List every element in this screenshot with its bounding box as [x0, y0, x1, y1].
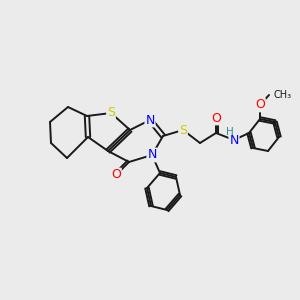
Text: N: N: [145, 113, 155, 127]
Text: N: N: [229, 134, 239, 146]
Text: O: O: [255, 98, 265, 112]
Text: CH₃: CH₃: [274, 90, 292, 100]
Text: N: N: [147, 148, 157, 161]
Text: S: S: [179, 124, 187, 136]
Text: O: O: [111, 169, 121, 182]
Text: O: O: [211, 112, 221, 124]
Text: H: H: [226, 127, 234, 137]
Text: S: S: [107, 106, 115, 119]
